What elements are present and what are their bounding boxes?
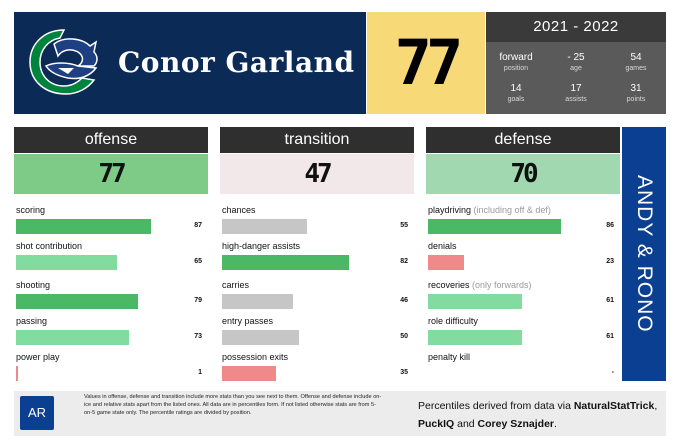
- metric-value: 55: [400, 222, 408, 229]
- metric-bar: [428, 255, 464, 270]
- metric-name: possession exits: [222, 352, 289, 362]
- metric-value: 79: [194, 297, 202, 304]
- side-banner: [622, 127, 666, 381]
- metric-label: power play: [16, 352, 60, 362]
- metric-label: chances: [222, 205, 256, 215]
- metric-label: recoveries (only forwards): [428, 280, 532, 290]
- metric-bar: [222, 330, 299, 345]
- metric-name: scoring: [16, 205, 46, 215]
- stat-goals-label: goals: [507, 96, 525, 103]
- metric-bar: [16, 255, 117, 270]
- column-score-offense: 77: [14, 154, 208, 194]
- metric-bar: [16, 330, 129, 345]
- side-banner-text: ANDY & RONO: [633, 175, 656, 333]
- stat-goals-value: 14: [510, 83, 522, 94]
- metric-name: playdriving: [428, 205, 472, 215]
- metric-name: shooting: [16, 280, 51, 290]
- data-credits: Percentiles derived from data via Natura…: [418, 397, 663, 433]
- stat-points-label: points: [626, 96, 646, 103]
- metric-bar: [16, 366, 18, 381]
- metric-name: power play: [16, 352, 60, 362]
- season-label: 2021 - 2022: [486, 12, 666, 42]
- metric-value: 50: [400, 333, 408, 340]
- metric-label: scoring: [16, 205, 45, 215]
- header-team-panel: [14, 12, 366, 114]
- metric-value: 61: [606, 333, 614, 340]
- stat-age-label: age: [570, 65, 582, 72]
- footer: [14, 391, 666, 436]
- stat-position-label: position: [503, 65, 529, 72]
- column-title-transition: transition: [220, 127, 414, 153]
- metric-bar: [222, 294, 293, 309]
- metric-bar: [428, 330, 522, 345]
- metric-note: (including off & def): [471, 205, 551, 215]
- metric-name: recoveries: [428, 280, 470, 290]
- column-score-transition: 47: [220, 154, 414, 194]
- metric-bar: [428, 294, 522, 309]
- metric-name: chances: [222, 205, 256, 215]
- stat-points-value: 31: [630, 83, 642, 94]
- metric-name: denials: [428, 241, 457, 251]
- metric-value: 82: [400, 258, 408, 265]
- credits-sznajder: Corey Sznajder: [477, 418, 554, 430]
- credits-and: and: [454, 418, 478, 430]
- metric-value: 35: [400, 369, 408, 376]
- metric-value: 46: [400, 297, 408, 304]
- metric-name: carries: [222, 280, 250, 290]
- stat-age-value: - 25: [567, 52, 585, 63]
- metric-value: 87: [194, 222, 202, 229]
- metric-name: penalty kill: [428, 352, 471, 362]
- metric-label: shooting: [16, 280, 50, 290]
- metric-label: playdriving (including off & def): [428, 205, 551, 215]
- metric-bar: [222, 366, 276, 381]
- credits-prefix: Percentiles derived from data via: [418, 400, 574, 412]
- metric-name: role difficulty: [428, 316, 478, 326]
- metric-bar: [222, 255, 349, 270]
- metric-name: high-danger assists: [222, 241, 301, 251]
- column-score-defense: 70: [426, 154, 620, 194]
- metric-label: entry passes: [222, 316, 273, 326]
- stat-games-label: games: [625, 65, 647, 72]
- metric-label: shot contribution: [16, 241, 82, 251]
- metric-label: passing: [16, 316, 47, 326]
- player-name: Conor Garland: [118, 46, 355, 79]
- metric-label: role difficulty: [428, 316, 478, 326]
- credits-separator: ,: [654, 400, 658, 412]
- column-title-offense: offense: [14, 127, 208, 153]
- footnote: Values in offense, defense and transitio…: [84, 394, 382, 416]
- metric-name: shot contribution: [16, 241, 83, 251]
- metric-value: 86: [606, 222, 614, 229]
- metric-bar: [428, 219, 561, 234]
- metric-label: carries: [222, 280, 249, 290]
- credits-end: .: [554, 418, 557, 430]
- metric-value: 61: [606, 297, 614, 304]
- overall-rating: 77: [394, 26, 464, 99]
- stat-assists-label: assists: [565, 96, 587, 103]
- ar-logo-icon: AR: [20, 396, 54, 430]
- metric-value: 1: [198, 369, 202, 376]
- stat-position-value: forward: [499, 52, 533, 63]
- metric-name: passing: [16, 316, 48, 326]
- metric-bar: [16, 294, 138, 309]
- metric-bar: [16, 219, 151, 234]
- metric-value: 65: [194, 258, 202, 265]
- overall-rating-panel: [367, 12, 485, 114]
- metric-note: (only forwards): [469, 280, 532, 290]
- column-title-defense: defense: [426, 127, 620, 153]
- canucks-orca-logo-icon: [29, 29, 98, 95]
- credits-naturalstattrick: NaturalStatTrick: [573, 400, 655, 412]
- metric-bar: [222, 219, 307, 234]
- metric-label: penalty kill: [428, 352, 470, 362]
- metric-name: entry passes: [222, 316, 274, 326]
- stat-games-value: 54: [630, 52, 642, 63]
- metric-label: high-danger assists: [222, 241, 300, 251]
- stat-assists-value: 17: [570, 83, 582, 94]
- metric-value: -: [611, 369, 614, 376]
- metric-value: 23: [606, 258, 614, 265]
- credits-puckiq: PuckIQ: [418, 418, 455, 430]
- metric-value: 73: [194, 333, 202, 340]
- metric-label: possession exits: [222, 352, 288, 362]
- metric-label: denials: [428, 241, 457, 251]
